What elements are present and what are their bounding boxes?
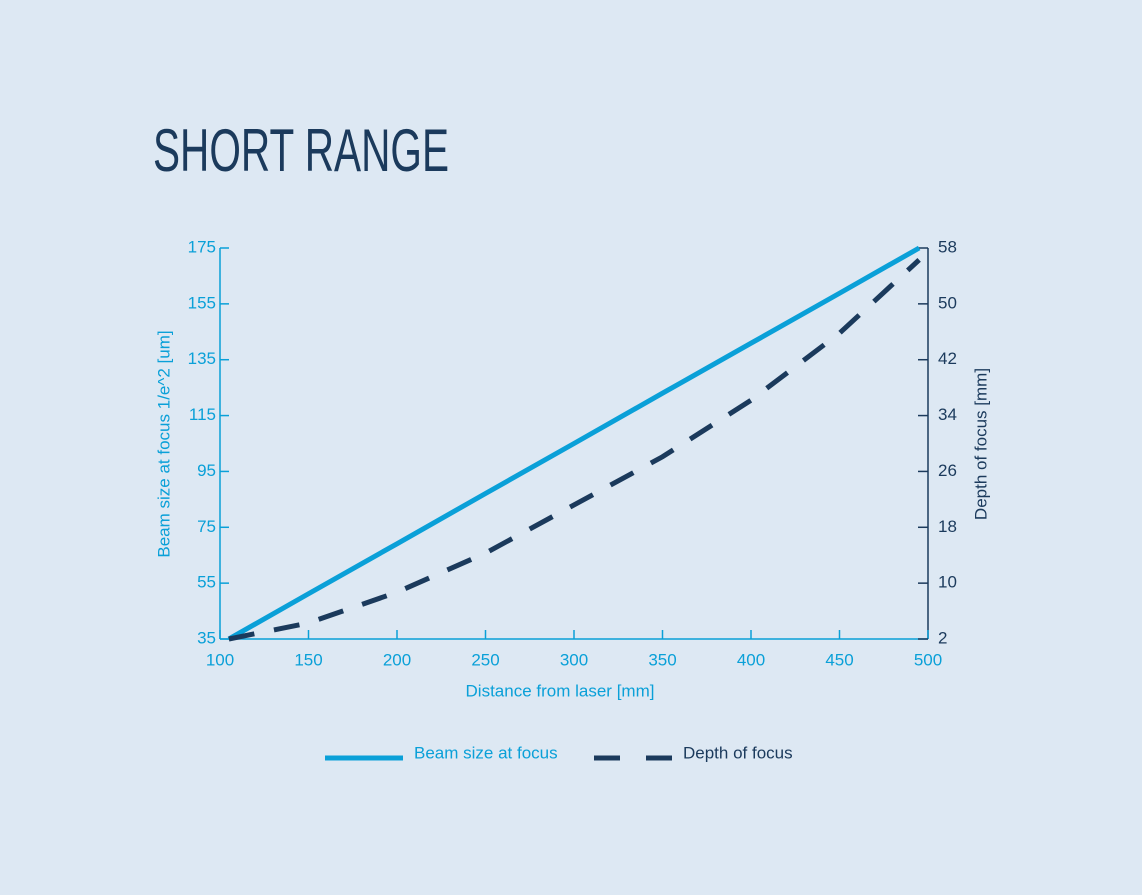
y-tick-label: 55 xyxy=(197,573,216,592)
y2-tick-label: 26 xyxy=(938,461,957,480)
y2-tick-label: 34 xyxy=(938,405,957,424)
x-tick-label: 400 xyxy=(737,650,765,669)
y2-tick-label: 50 xyxy=(938,293,957,312)
data-line xyxy=(227,245,921,642)
y-tick-label: 95 xyxy=(197,461,216,480)
x-tick-label: 250 xyxy=(471,650,499,669)
x-tick-label: 100 xyxy=(206,650,234,669)
y-tick-label: 155 xyxy=(188,293,216,312)
y-tick-label: 175 xyxy=(188,237,216,256)
y2-tick-label: 10 xyxy=(938,573,957,592)
y-axis-label: Beam size at focus 1/e^2 [um] xyxy=(154,330,173,557)
legend-label: Beam size at focus xyxy=(414,743,558,762)
x-tick-label: 150 xyxy=(294,650,322,669)
x-tick-label: 350 xyxy=(648,650,676,669)
x-tick-label: 300 xyxy=(560,650,588,669)
y2-tick-label: 2 xyxy=(938,628,947,647)
y2-tick-label: 58 xyxy=(938,237,957,256)
chart-title: SHORT RANGE xyxy=(153,117,449,184)
y-tick-label: 115 xyxy=(189,405,216,424)
y2-tick-label: 18 xyxy=(938,517,957,536)
y-tick-label: 135 xyxy=(188,349,216,368)
y-tick-label: 35 xyxy=(197,628,216,647)
x-tick-label: 450 xyxy=(825,650,853,669)
y2-axis-label: Depth of focus [mm] xyxy=(971,368,990,520)
x-tick-label: 200 xyxy=(383,650,411,669)
x-axis-label: Distance from laser [mm] xyxy=(466,681,655,700)
y2-tick-label: 42 xyxy=(938,349,957,368)
x-tick-label: 500 xyxy=(914,650,942,669)
legend-label: Depth of focus xyxy=(683,743,793,762)
y-tick-label: 75 xyxy=(197,517,216,536)
data-line xyxy=(228,258,921,642)
